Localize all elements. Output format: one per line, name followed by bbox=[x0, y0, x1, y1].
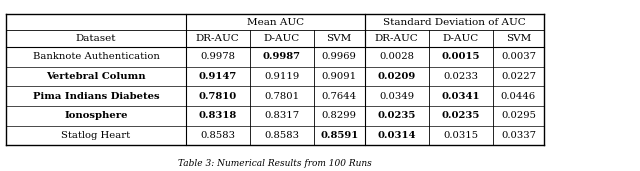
Text: Standard Deviation of AUC: Standard Deviation of AUC bbox=[383, 18, 526, 27]
Text: 0.8317: 0.8317 bbox=[264, 111, 299, 120]
Text: 0.0446: 0.0446 bbox=[501, 92, 536, 101]
Text: Mean AUC: Mean AUC bbox=[246, 18, 304, 27]
Text: 0.9987: 0.9987 bbox=[262, 52, 301, 61]
Text: 0.8583: 0.8583 bbox=[264, 131, 299, 140]
Text: 0.0341: 0.0341 bbox=[442, 92, 480, 101]
Text: 0.0028: 0.0028 bbox=[380, 52, 414, 61]
Text: 0.0349: 0.0349 bbox=[380, 92, 414, 101]
Text: 0.0227: 0.0227 bbox=[501, 72, 536, 81]
Text: D-AUC: D-AUC bbox=[264, 34, 300, 43]
Text: 0.8583: 0.8583 bbox=[200, 131, 235, 140]
Text: 0.0337: 0.0337 bbox=[501, 131, 536, 140]
Text: 0.0235: 0.0235 bbox=[378, 111, 416, 120]
Text: 0.0233: 0.0233 bbox=[444, 72, 478, 81]
Text: SVM: SVM bbox=[506, 34, 531, 43]
Text: Pima Indians Diabetes: Pima Indians Diabetes bbox=[33, 92, 159, 101]
Text: 0.0235: 0.0235 bbox=[442, 111, 480, 120]
Text: 0.0315: 0.0315 bbox=[444, 131, 478, 140]
Text: Vertebral Column: Vertebral Column bbox=[46, 72, 146, 81]
Text: Banknote Authentication: Banknote Authentication bbox=[33, 52, 159, 61]
Text: 0.8591: 0.8591 bbox=[320, 131, 358, 140]
Text: 0.0209: 0.0209 bbox=[378, 72, 416, 81]
Text: 0.0015: 0.0015 bbox=[442, 52, 480, 61]
Text: Table 3: Numerical Results from 100 Runs: Table 3: Numerical Results from 100 Runs bbox=[179, 159, 372, 168]
Text: 0.0295: 0.0295 bbox=[501, 111, 536, 120]
Text: Statlog Heart: Statlog Heart bbox=[61, 131, 131, 140]
Text: DR-AUC: DR-AUC bbox=[375, 34, 419, 43]
Text: 0.9147: 0.9147 bbox=[198, 72, 237, 81]
Text: D-AUC: D-AUC bbox=[443, 34, 479, 43]
Text: 0.7801: 0.7801 bbox=[264, 92, 299, 101]
Text: 0.8318: 0.8318 bbox=[198, 111, 237, 120]
Text: 0.7810: 0.7810 bbox=[198, 92, 237, 101]
Text: 0.9119: 0.9119 bbox=[264, 72, 300, 81]
Text: Ionosphere: Ionosphere bbox=[64, 111, 128, 120]
Text: 0.8299: 0.8299 bbox=[322, 111, 356, 120]
Text: Dataset: Dataset bbox=[76, 34, 116, 43]
Text: 0.7644: 0.7644 bbox=[322, 92, 356, 101]
Text: 0.0314: 0.0314 bbox=[378, 131, 416, 140]
Text: DR-AUC: DR-AUC bbox=[196, 34, 239, 43]
Text: 0.0037: 0.0037 bbox=[501, 52, 536, 61]
Text: 0.9091: 0.9091 bbox=[322, 72, 356, 81]
Text: SVM: SVM bbox=[326, 34, 352, 43]
Text: 0.9978: 0.9978 bbox=[200, 52, 235, 61]
Text: 0.9969: 0.9969 bbox=[322, 52, 356, 61]
